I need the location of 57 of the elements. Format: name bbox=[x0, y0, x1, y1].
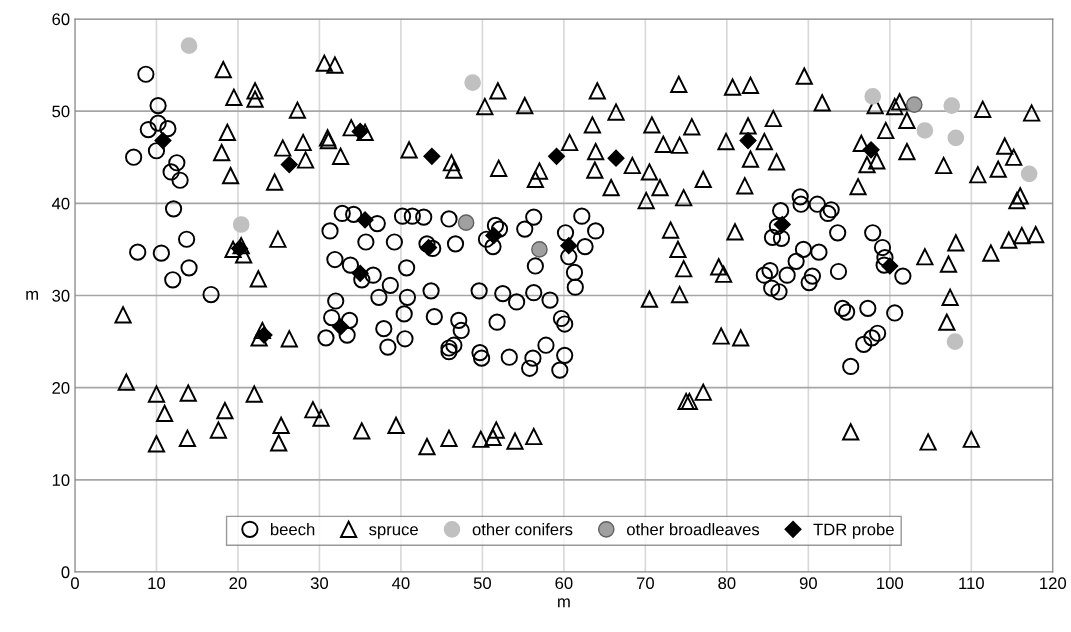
point bbox=[864, 88, 882, 105]
point bbox=[943, 97, 961, 114]
point bbox=[332, 318, 350, 336]
point bbox=[547, 147, 566, 165]
point bbox=[351, 264, 369, 282]
y-tick-label: 40 bbox=[51, 197, 70, 210]
x-tick-label: 90 bbox=[799, 577, 817, 590]
x-tick-label: 0 bbox=[70, 577, 79, 590]
point bbox=[560, 237, 578, 255]
point bbox=[154, 132, 172, 150]
legend-label: beech bbox=[270, 523, 315, 536]
legend-label: TDR probe bbox=[813, 523, 894, 539]
point bbox=[881, 257, 899, 275]
x-tick-label: 10 bbox=[148, 577, 166, 590]
y-tick-label: 50 bbox=[52, 105, 70, 118]
x-tick-label: 30 bbox=[310, 577, 329, 590]
y-axis-title: m bbox=[26, 290, 38, 300]
y-tick-label: 20 bbox=[52, 382, 70, 394]
point bbox=[232, 216, 250, 233]
point bbox=[485, 226, 503, 245]
point bbox=[946, 333, 964, 350]
x-tick-label: 100 bbox=[877, 577, 904, 590]
point bbox=[351, 122, 369, 140]
x-tick-label: 120 bbox=[1040, 577, 1067, 590]
point bbox=[231, 239, 249, 258]
x-tick-label: 50 bbox=[473, 577, 492, 590]
point bbox=[862, 141, 880, 159]
point bbox=[464, 74, 481, 91]
y-tick-label: 10 bbox=[52, 474, 70, 486]
legend-label: other broadleaves bbox=[626, 523, 760, 536]
point bbox=[356, 211, 374, 229]
point bbox=[739, 132, 757, 150]
point bbox=[420, 238, 438, 257]
y-tick-label: 0 bbox=[61, 566, 70, 579]
x-tick-label: 60 bbox=[555, 577, 573, 590]
x-tick-label: 110 bbox=[959, 577, 984, 590]
point bbox=[423, 147, 441, 165]
point bbox=[255, 326, 273, 344]
point bbox=[1020, 165, 1038, 183]
point bbox=[916, 122, 934, 139]
legend-label: spruce bbox=[369, 526, 418, 539]
point bbox=[947, 129, 965, 147]
x-axis-title: m bbox=[558, 598, 570, 608]
y-tick-label: 60 bbox=[52, 13, 70, 26]
point bbox=[280, 156, 298, 174]
x-tick-label: 80 bbox=[718, 577, 736, 590]
point bbox=[773, 215, 791, 234]
x-tick-label: 20 bbox=[229, 577, 247, 590]
point bbox=[905, 96, 923, 114]
point bbox=[607, 149, 625, 167]
point bbox=[531, 241, 548, 258]
legend-label: other conifers bbox=[472, 523, 573, 536]
x-tick-label: 40 bbox=[392, 577, 410, 590]
x-tick-label: 70 bbox=[636, 577, 654, 590]
y-tick-label: 30 bbox=[52, 289, 70, 302]
point bbox=[180, 37, 198, 55]
point bbox=[457, 214, 475, 231]
